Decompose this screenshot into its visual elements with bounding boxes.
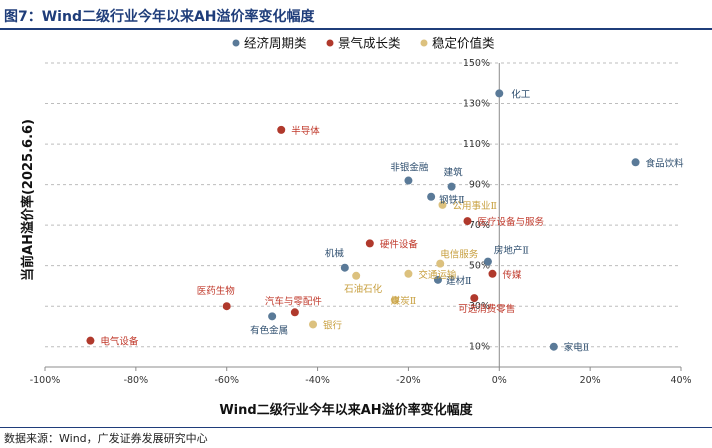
y-tick-label: 10% [469, 342, 490, 353]
point-label: 非银金融 [390, 162, 429, 174]
point-label: 家电Ⅱ [564, 342, 589, 354]
y-tick-label: 90% [469, 180, 490, 191]
y-tick-label: 50% [469, 261, 490, 272]
data-point [488, 269, 497, 278]
data-point [404, 176, 413, 185]
legend-marker [420, 39, 428, 47]
y-tick-label: 30% [469, 301, 490, 312]
data-point [436, 259, 445, 268]
point-label: 电信服务 [440, 249, 479, 261]
point-label: 煤炭Ⅱ [391, 295, 416, 307]
data-point [268, 312, 277, 321]
point-label: 机械 [325, 248, 345, 260]
x-tick-label: 40% [670, 375, 691, 386]
data-point [470, 294, 479, 303]
point-label: 电气设备 [100, 336, 139, 348]
x-tick-label: 0% [492, 375, 507, 386]
point-label: 建筑 [444, 167, 464, 179]
point-label: 半导体 [291, 125, 320, 137]
point-label: 钢铁Ⅱ [439, 194, 464, 206]
point-label: 食品饮料 [646, 157, 685, 169]
legend: 经济周期类 景气成长类 稳定价值类 [232, 36, 495, 51]
y-tick-label: 150% [463, 58, 490, 69]
point-label: 交通运输 [418, 269, 457, 281]
point-label: 传媒 [502, 269, 522, 281]
legend-entry: 稳定价值类 [432, 36, 495, 51]
x-tick-label: 20% [580, 375, 601, 386]
data-point [438, 200, 447, 209]
x-axis-title: Wind二级行业今年以来AH溢价率变化幅度 [219, 402, 473, 418]
y-axis-title: 当前AH溢价率(2025.6.6) [20, 119, 36, 281]
axes: 10% 30% 50% 70% 90% 110% 130% 150% -100% -80% -60%… [30, 58, 692, 386]
point-label: 建材Ⅱ [446, 275, 471, 287]
point-label: 房地产Ⅱ [494, 245, 529, 257]
x-tick-label: -20% [396, 375, 421, 386]
point-label: 硬件设备 [380, 238, 419, 250]
gridlines [45, 62, 681, 348]
data-point [277, 125, 286, 134]
data-point [390, 296, 399, 305]
y-tick-label: 130% [463, 99, 490, 110]
data-point [483, 257, 492, 266]
source-note: 数据来源：Wind，广发证券发展研究中心 [4, 432, 208, 445]
x-tick-label: -60% [214, 375, 239, 386]
data-point [549, 342, 558, 351]
data-point [463, 217, 472, 226]
point-label: 有色金属 [250, 324, 288, 336]
point-label: 医疗设备与服务 [477, 216, 544, 228]
legend-entry: 景气成长类 [338, 36, 401, 51]
data-point [290, 308, 299, 317]
data-point [631, 158, 640, 167]
x-tick-label: -100% [30, 375, 61, 386]
x-tick-label: -40% [305, 375, 330, 386]
title-divider [0, 28, 712, 30]
data-point [447, 182, 456, 191]
legend-marker [232, 39, 240, 47]
point-label: 可选消费零售 [458, 303, 515, 315]
data-point [309, 320, 318, 329]
y-tick-label: 110% [463, 139, 490, 150]
point-label: 公用事业Ⅱ [453, 200, 497, 212]
figure-title: 图7：Wind二级行业今年以来AH溢价率变化幅度 [4, 9, 315, 25]
data-point [340, 263, 349, 272]
y-tick-label: 70% [469, 220, 490, 231]
data-point [365, 239, 374, 248]
x-tick-label: -80% [124, 375, 149, 386]
data-point [495, 89, 504, 98]
legend-marker [326, 39, 334, 47]
point-label: 石油石化 [344, 283, 383, 295]
point-label: 化工 [511, 88, 531, 100]
point-label: 银行 [323, 319, 343, 331]
footer-divider [0, 427, 712, 428]
data-point [427, 192, 436, 201]
data-point [352, 271, 361, 280]
legend-entry: 经济周期类 [244, 36, 307, 51]
data-point [404, 269, 413, 278]
data-point [222, 302, 231, 311]
data-point [86, 336, 95, 345]
data-point [433, 275, 442, 284]
data-points [86, 89, 640, 351]
point-label: 医药生物 [197, 285, 236, 297]
point-label: 汽车与零配件 [265, 295, 323, 307]
